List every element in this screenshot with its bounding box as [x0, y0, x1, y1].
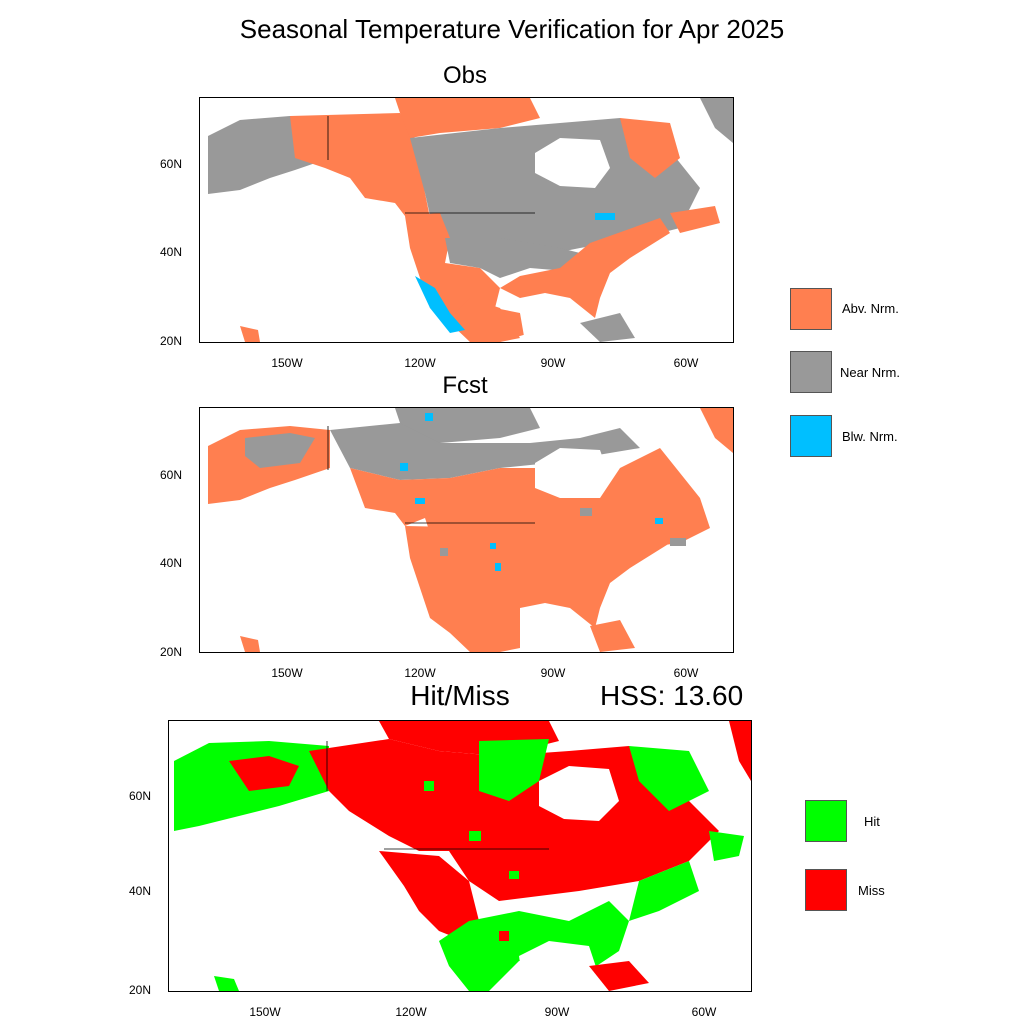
legend-label-above: Abv. Nrm.	[842, 301, 899, 316]
fcst-region-hawaii	[240, 636, 260, 652]
fcst-cell-blue	[400, 463, 408, 471]
obs-lon-90w: 90W	[540, 356, 566, 370]
legend-swatch-miss	[805, 869, 847, 911]
fcst-lat-20n: 20N	[159, 645, 182, 659]
fcst-lon-150w: 150W	[271, 666, 303, 680]
hm-region-gulf	[519, 941, 599, 991]
hm-cell-green	[469, 831, 481, 841]
hm-region-newfoundland	[709, 831, 744, 861]
hss-score: HSS: 13.60	[600, 680, 744, 711]
page-title: Seasonal Temperature Verification for Ap…	[239, 14, 785, 44]
fcst-map-graphic	[208, 408, 733, 652]
hm-lat-20n: 20N	[128, 983, 151, 997]
legend-swatch-above	[790, 288, 832, 330]
hm-lon-90w: 90W	[544, 1005, 570, 1019]
legend-label-hit: Hit	[864, 814, 880, 829]
fcst-cell-blue	[415, 498, 425, 504]
obs-region-newfoundland	[670, 206, 720, 233]
obs-map	[199, 97, 734, 343]
fcst-lat-40n: 40N	[159, 556, 182, 570]
fcst-cell-blue	[495, 563, 501, 571]
obs-region-greenland	[700, 98, 733, 143]
fcst-lon-90w: 90W	[540, 666, 566, 680]
obs-lat-20n: 20N	[159, 334, 182, 348]
fcst-lon-120w: 120W	[404, 666, 436, 680]
obs-lon-120w: 120W	[404, 356, 436, 370]
obs-lon-60w: 60W	[673, 356, 699, 370]
hm-region-hawaii	[214, 976, 239, 991]
fcst-region-alaska-gray	[245, 433, 315, 468]
legend-label-miss: Miss	[858, 883, 885, 898]
obs-map-graphic	[208, 98, 733, 342]
fcst-cell-gray	[670, 538, 686, 546]
fcst-cell-blue	[425, 413, 433, 421]
obs-region-quebec-blue	[595, 213, 615, 220]
obs-region-central-canada	[410, 118, 700, 263]
hitmiss-map-graphic	[174, 721, 751, 991]
legend-label-near: Near Nrm.	[840, 365, 900, 380]
hitmiss-map	[168, 720, 752, 992]
hm-cell-green	[424, 781, 434, 791]
hm-region-greenland-miss	[729, 721, 751, 781]
fcst-region-caribbean	[590, 620, 635, 652]
fcst-region-greenland	[700, 408, 733, 453]
hm-lon-150w: 150W	[249, 1005, 281, 1019]
hm-cell-miss	[499, 931, 509, 941]
fcst-region-us	[405, 526, 670, 652]
hitmiss-panel-title: Hit/Miss	[410, 680, 510, 711]
obs-region-hudson	[535, 138, 610, 188]
fcst-cell-blue	[490, 543, 496, 549]
obs-region-mexico	[455, 298, 520, 342]
hm-lon-60w: 60W	[691, 1005, 717, 1019]
legend-swatch-below	[790, 415, 832, 457]
hm-region-east-green	[629, 746, 709, 811]
fcst-cell-gray	[440, 548, 448, 556]
fcst-cell-gray	[580, 508, 592, 516]
obs-lat-60n: 60N	[159, 157, 182, 171]
hm-region-hudson	[539, 766, 619, 821]
hm-region-us-east	[629, 861, 699, 921]
obs-region-us-east	[500, 218, 670, 318]
hm-lat-60n: 60N	[128, 789, 151, 803]
obs-lon-150w: 150W	[271, 356, 303, 370]
hm-cell-green	[509, 871, 519, 879]
obs-region-east-canada	[620, 118, 680, 178]
obs-region-caribbean-gray	[580, 313, 635, 342]
hm-lon-120w: 120W	[395, 1005, 427, 1019]
obs-region-hawaii	[240, 326, 260, 342]
obs-panel-title: Obs	[442, 62, 487, 89]
legend-swatch-near	[790, 351, 832, 393]
fcst-panel-title: Fcst	[442, 372, 488, 399]
legend-label-below: Blw. Nrm.	[842, 429, 898, 444]
fcst-cell-blue	[655, 518, 663, 524]
hm-region-caribbean-miss	[589, 961, 649, 991]
obs-region-arctic	[395, 98, 540, 138]
hm-lat-40n: 40N	[128, 884, 151, 898]
obs-region-gulf	[520, 298, 585, 342]
hm-region-us-west	[379, 851, 479, 941]
fcst-lat-60n: 60N	[159, 468, 182, 482]
hm-region-canada-west	[309, 739, 479, 851]
hm-region-green-central	[479, 739, 549, 801]
obs-region-baja-blue	[415, 276, 465, 333]
fcst-region-gulf	[520, 608, 585, 652]
legend-swatch-hit	[805, 800, 847, 842]
obs-lat-40n: 40N	[159, 245, 182, 259]
fcst-region-hudson	[535, 448, 610, 498]
fcst-lon-60w: 60W	[673, 666, 699, 680]
obs-region-west-canada	[290, 113, 430, 218]
hm-region-alaska-miss	[229, 756, 299, 791]
fcst-map	[199, 407, 734, 653]
